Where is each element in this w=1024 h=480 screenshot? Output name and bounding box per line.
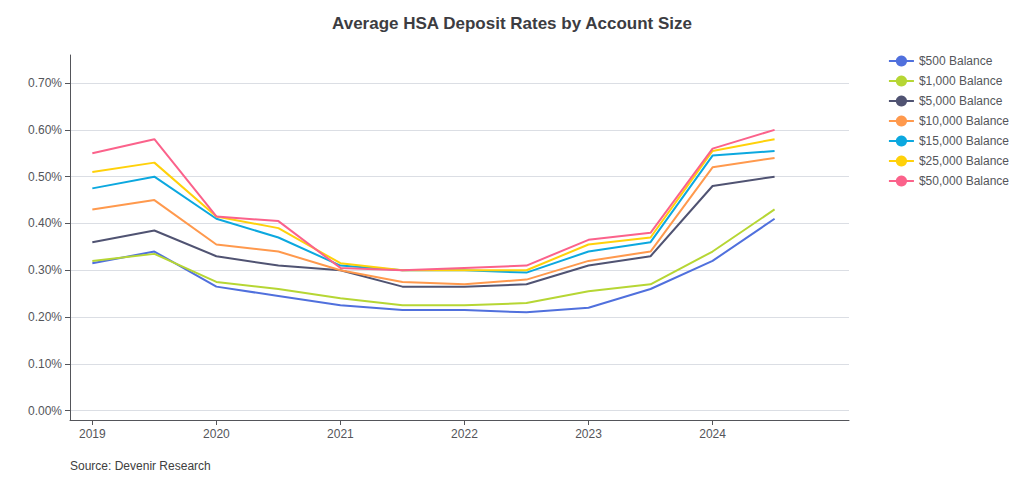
svg-text:$500 Balance: $500 Balance [919,54,993,68]
svg-text:2022: 2022 [451,427,478,441]
svg-text:$5,000 Balance: $5,000 Balance [919,94,1003,108]
svg-text:2021: 2021 [327,427,354,441]
svg-text:2023: 2023 [575,427,602,441]
svg-text:0.40%: 0.40% [28,216,62,230]
svg-text:0.10%: 0.10% [28,357,62,371]
svg-text:0.00%: 0.00% [28,404,62,418]
svg-text:0.60%: 0.60% [28,123,62,137]
svg-text:0.30%: 0.30% [28,263,62,277]
svg-text:2024: 2024 [699,427,726,441]
svg-text:Average HSA Deposit Rates by A: Average HSA Deposit Rates by Account Siz… [332,14,692,33]
svg-text:2020: 2020 [203,427,230,441]
svg-text:0.70%: 0.70% [28,76,62,90]
svg-text:2019: 2019 [79,427,106,441]
svg-text:$50,000 Balance: $50,000 Balance [919,174,1009,188]
svg-text:0.50%: 0.50% [28,170,62,184]
svg-text:Source: Devenir Research: Source: Devenir Research [70,459,211,473]
svg-text:0.20%: 0.20% [28,310,62,324]
svg-text:$15,000 Balance: $15,000 Balance [919,134,1009,148]
svg-text:$1,000 Balance: $1,000 Balance [919,74,1003,88]
svg-text:$10,000 Balance: $10,000 Balance [919,114,1009,128]
svg-text:$25,000 Balance: $25,000 Balance [919,154,1009,168]
